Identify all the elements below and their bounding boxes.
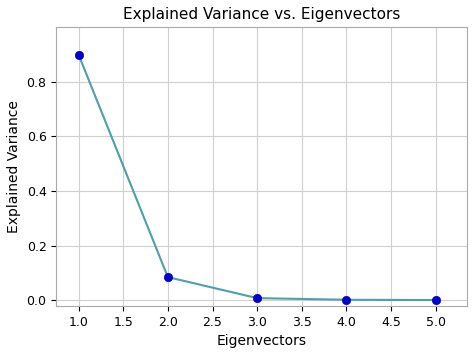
Y-axis label: Explained Variance: Explained Variance [7,100,21,233]
X-axis label: Eigenvectors: Eigenvectors [217,334,307,348]
Title: Explained Variance vs. Eigenvectors: Explained Variance vs. Eigenvectors [123,7,401,22]
